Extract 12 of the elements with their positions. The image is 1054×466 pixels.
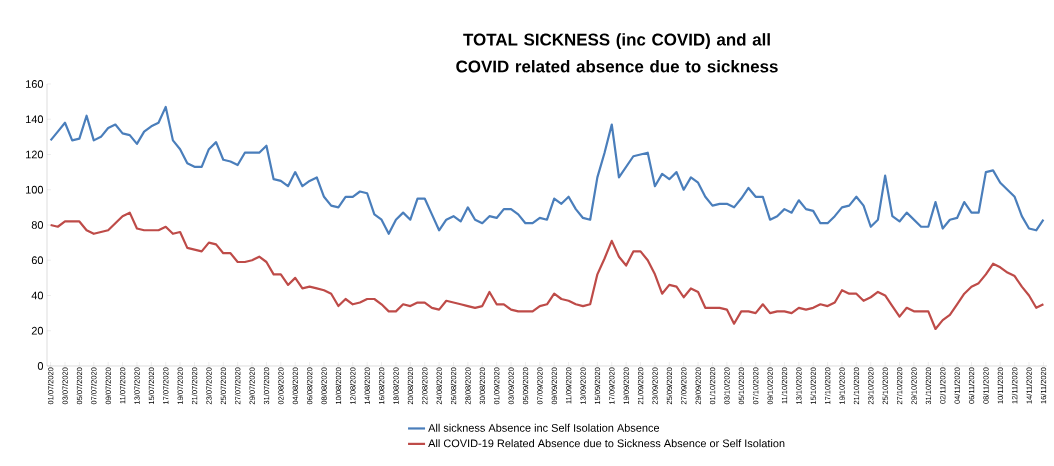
chart-title: TOTAL SICKNESS (inc COVID) and all COVID related absence due to sickness	[456, 33, 778, 73]
y-tick-label: 20	[31, 326, 44, 335]
legend-label: All sickness Absence inc Self Isolation Absence	[428, 423, 660, 432]
y-tick-label: 60	[31, 256, 44, 265]
y-tick-label: 80	[31, 221, 44, 229]
y-tick-label: 120	[26, 150, 44, 159]
y-tick-label: 100	[26, 185, 44, 194]
y-tick-label: 0	[37, 362, 44, 370]
legend-label: All COVID-19 Related Absence due to Sickness Absence or Self Isolation	[428, 439, 785, 448]
y-tick-label: 40	[31, 291, 44, 300]
y-tick-label: 140	[26, 115, 44, 124]
y-tick-label: 160	[26, 80, 44, 88]
